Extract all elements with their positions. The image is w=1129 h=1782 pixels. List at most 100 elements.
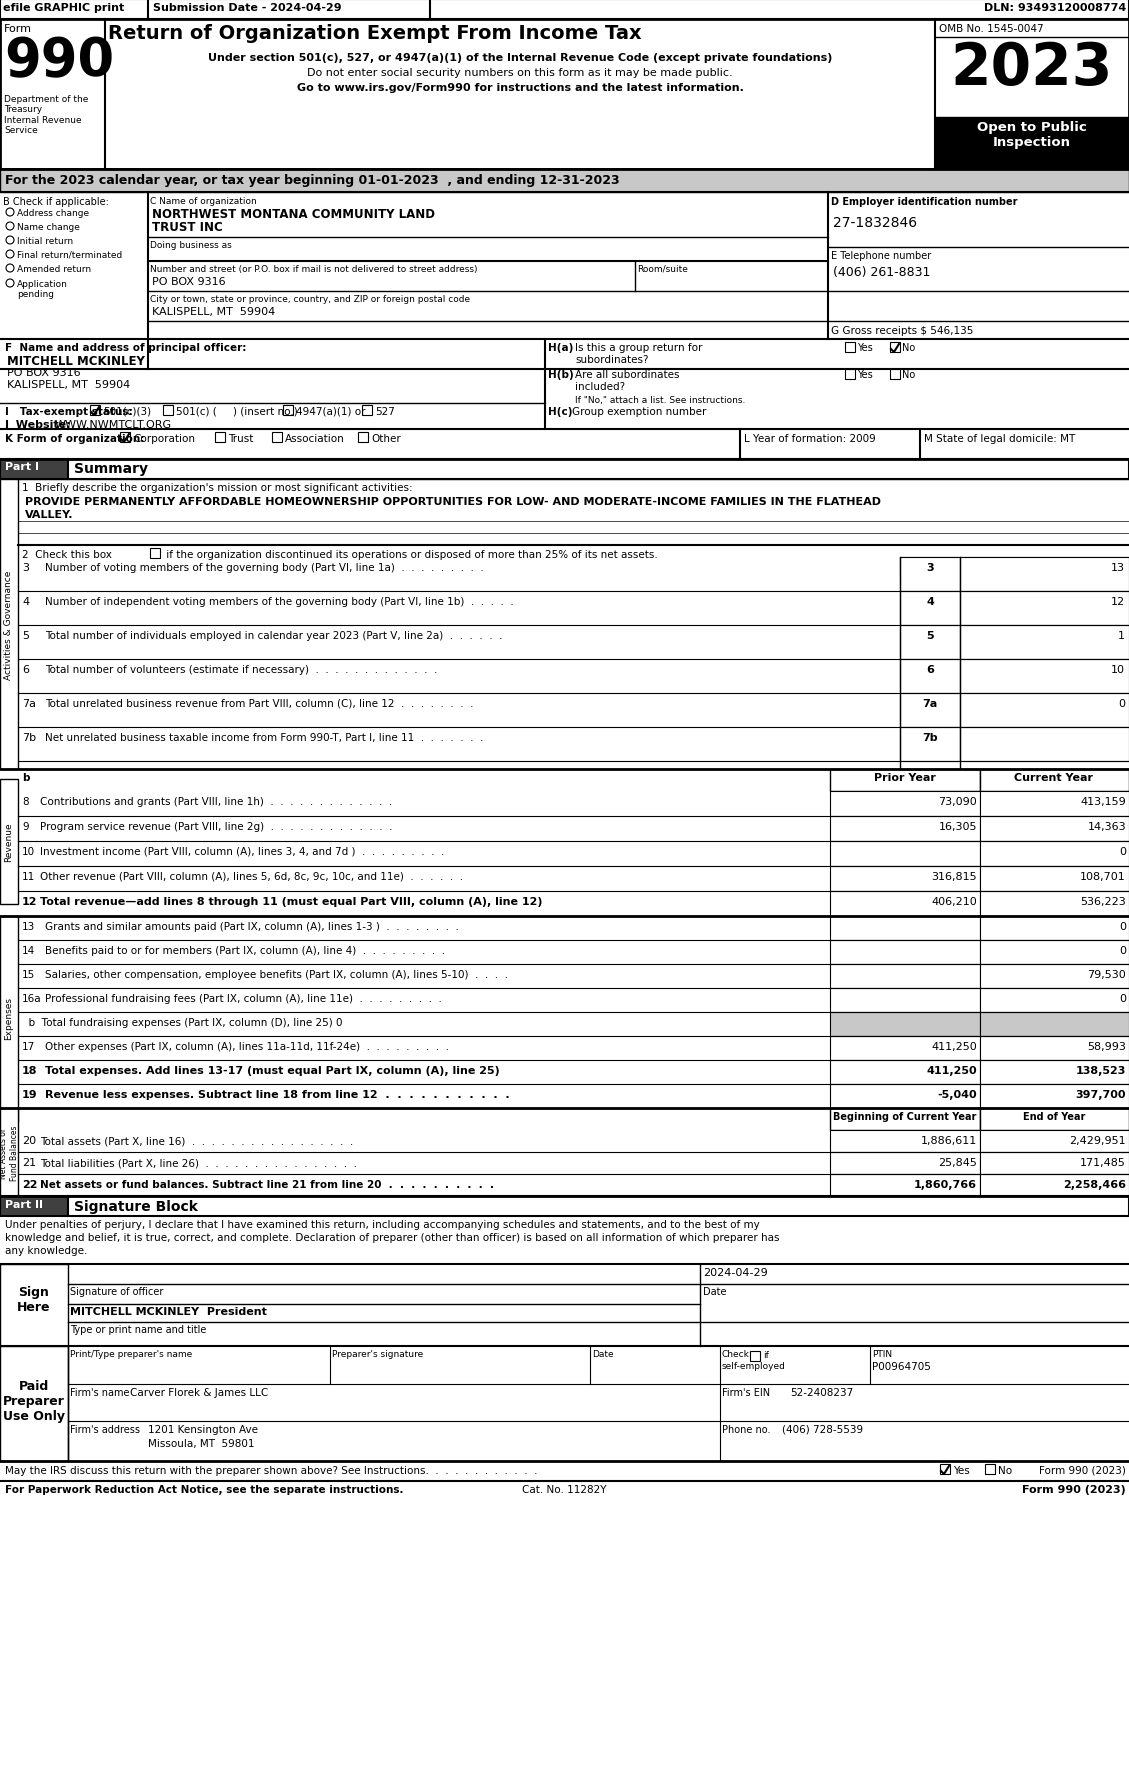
Text: G Gross receipts $ 546,135: G Gross receipts $ 546,135 xyxy=(831,326,973,335)
Text: Salaries, other compensation, employee benefits (Part IX, column (A), lines 5-10: Salaries, other compensation, employee b… xyxy=(45,969,508,980)
Text: 411,250: 411,250 xyxy=(927,1066,977,1075)
Text: 0: 0 xyxy=(1119,993,1126,1003)
Bar xyxy=(980,1108,1129,1130)
Bar xyxy=(0,460,68,479)
Text: Total number of individuals employed in calendar year 2023 (Part V, line 2a)  . : Total number of individuals employed in … xyxy=(45,631,502,642)
Text: Number of voting members of the governing body (Part VI, line 1a)  .  .  .  .  .: Number of voting members of the governin… xyxy=(45,563,483,572)
Bar xyxy=(900,625,960,659)
Bar xyxy=(980,1012,1129,1037)
Text: 411,250: 411,250 xyxy=(931,1041,977,1051)
Bar xyxy=(0,1263,68,1345)
Text: Revenue: Revenue xyxy=(5,822,14,861)
Text: 1,860,766: 1,860,766 xyxy=(914,1180,977,1189)
Bar xyxy=(750,1351,760,1361)
Text: Yes: Yes xyxy=(953,1465,970,1475)
Text: Program service revenue (Part VIII, line 2g)  .  .  .  .  .  .  .  .  .  .  .  .: Program service revenue (Part VIII, line… xyxy=(40,822,393,832)
Text: 27-1832846: 27-1832846 xyxy=(833,216,917,230)
Text: Grants and similar amounts paid (Part IX, column (A), lines 1-3 )  .  .  .  .  .: Grants and similar amounts paid (Part IX… xyxy=(45,921,458,932)
Text: No: No xyxy=(902,342,916,353)
Text: 22: 22 xyxy=(21,1180,37,1189)
Text: 13: 13 xyxy=(1111,563,1124,572)
Text: 2,429,951: 2,429,951 xyxy=(1069,1135,1126,1146)
Circle shape xyxy=(6,280,14,289)
Text: (406) 728-5539: (406) 728-5539 xyxy=(782,1424,864,1435)
Text: efile GRAPHIC print: efile GRAPHIC print xyxy=(3,4,124,12)
Text: (406) 261-8831: (406) 261-8831 xyxy=(833,266,930,278)
Bar xyxy=(980,770,1129,791)
Text: L Year of formation: 2009: L Year of formation: 2009 xyxy=(744,433,876,444)
Text: C Name of organization: C Name of organization xyxy=(150,196,256,207)
Text: Trust: Trust xyxy=(228,433,253,444)
Bar xyxy=(0,169,1129,192)
Bar xyxy=(960,592,1129,625)
Text: Carver Florek & James LLC: Carver Florek & James LLC xyxy=(130,1386,269,1397)
Text: DLN: 93493120008774: DLN: 93493120008774 xyxy=(983,4,1126,12)
Text: Total liabilities (Part X, line 26)  .  .  .  .  .  .  .  .  .  .  .  .  .  .  .: Total liabilities (Part X, line 26) . . … xyxy=(40,1157,357,1167)
Text: H(c): H(c) xyxy=(548,406,572,417)
Bar xyxy=(960,558,1129,576)
Text: Amended return: Amended return xyxy=(17,266,91,274)
Text: Signature Block: Signature Block xyxy=(75,1199,198,1214)
Text: Beginning of Current Year: Beginning of Current Year xyxy=(833,1112,977,1121)
Bar xyxy=(830,891,980,916)
Bar xyxy=(830,916,980,941)
Text: Investment income (Part VIII, column (A), lines 3, 4, and 7d )  .  .  .  .  .  .: Investment income (Part VIII, column (A)… xyxy=(40,846,445,857)
Text: Part II: Part II xyxy=(5,1199,43,1210)
Text: PROVIDE PERMANENTLY AFFORDABLE HOMEOWNERSHIP OPPORTUNITIES FOR LOW- AND MODERATE: PROVIDE PERMANENTLY AFFORDABLE HOMEOWNER… xyxy=(25,497,881,506)
Text: any knowledge.: any knowledge. xyxy=(5,1246,87,1255)
Text: J  Website:: J Website: xyxy=(5,421,71,429)
Bar xyxy=(68,1196,1129,1217)
Text: No: No xyxy=(998,1465,1012,1475)
Bar xyxy=(0,1108,18,1196)
Text: Type or print name and title: Type or print name and title xyxy=(70,1324,207,1335)
Text: H(a): H(a) xyxy=(548,342,574,353)
Text: 406,210: 406,210 xyxy=(931,896,977,907)
Text: City or town, state or province, country, and ZIP or foreign postal code: City or town, state or province, country… xyxy=(150,294,470,303)
Text: OMB No. 1545-0047: OMB No. 1545-0047 xyxy=(939,23,1043,34)
Text: KALISPELL, MT  59904: KALISPELL, MT 59904 xyxy=(7,380,130,390)
Text: 1  Briefly describe the organization's mission or most significant activities:: 1 Briefly describe the organization's mi… xyxy=(21,483,412,494)
Bar xyxy=(980,816,1129,841)
Text: Missoula, MT  59801: Missoula, MT 59801 xyxy=(148,1438,254,1449)
Text: 17: 17 xyxy=(21,1041,35,1051)
Text: Open to Public
Inspection: Open to Public Inspection xyxy=(977,121,1087,150)
Text: b  Total fundraising expenses (Part IX, column (D), line 25) 0: b Total fundraising expenses (Part IX, c… xyxy=(21,1018,342,1028)
Bar xyxy=(890,342,900,353)
Text: 15: 15 xyxy=(21,969,35,980)
Text: Doing business as: Doing business as xyxy=(150,241,231,249)
Text: Expenses: Expenses xyxy=(5,996,14,1041)
Text: Form 990 (2023): Form 990 (2023) xyxy=(1022,1484,1126,1493)
Text: Association: Association xyxy=(285,433,344,444)
Text: 19: 19 xyxy=(21,1089,37,1099)
Text: Firm's address: Firm's address xyxy=(70,1424,140,1435)
Bar xyxy=(362,406,371,415)
Bar xyxy=(272,433,282,442)
Text: 413,159: 413,159 xyxy=(1080,797,1126,807)
Text: PO BOX 9316: PO BOX 9316 xyxy=(152,276,226,287)
Text: Return of Organization Exempt From Income Tax: Return of Organization Exempt From Incom… xyxy=(108,23,641,43)
Bar xyxy=(830,791,980,816)
Text: Name change: Name change xyxy=(17,223,80,232)
Text: 58,993: 58,993 xyxy=(1087,1041,1126,1051)
Text: Part I: Part I xyxy=(5,462,40,472)
Text: Total unrelated business revenue from Part VIII, column (C), line 12  .  .  .  .: Total unrelated business revenue from Pa… xyxy=(45,699,473,709)
Text: P00964705: P00964705 xyxy=(872,1361,931,1370)
Bar xyxy=(358,433,368,442)
Bar xyxy=(980,1153,1129,1174)
Text: Current Year: Current Year xyxy=(1015,773,1094,782)
Text: WWW.NWMTCLT.ORG: WWW.NWMTCLT.ORG xyxy=(55,421,172,429)
Text: 4: 4 xyxy=(21,597,29,606)
Text: 0: 0 xyxy=(1119,946,1126,955)
Text: Are all subordinates: Are all subordinates xyxy=(575,371,680,380)
Text: H(b): H(b) xyxy=(548,371,574,380)
Text: Department of the
Treasury
Internal Revenue
Service: Department of the Treasury Internal Reve… xyxy=(5,94,88,135)
Text: 52-2408237: 52-2408237 xyxy=(790,1386,854,1397)
Text: If "No," attach a list. See instructions.: If "No," attach a list. See instructions… xyxy=(575,396,745,405)
Bar xyxy=(980,1037,1129,1060)
Bar xyxy=(830,1130,980,1153)
Bar xyxy=(120,433,130,442)
Text: if the organization discontinued its operations or disposed of more than 25% of : if the organization discontinued its ope… xyxy=(163,549,658,560)
Text: Net Assets or
Fund Balances: Net Assets or Fund Balances xyxy=(0,1124,19,1180)
Text: Yes: Yes xyxy=(857,342,873,353)
Bar xyxy=(283,406,294,415)
